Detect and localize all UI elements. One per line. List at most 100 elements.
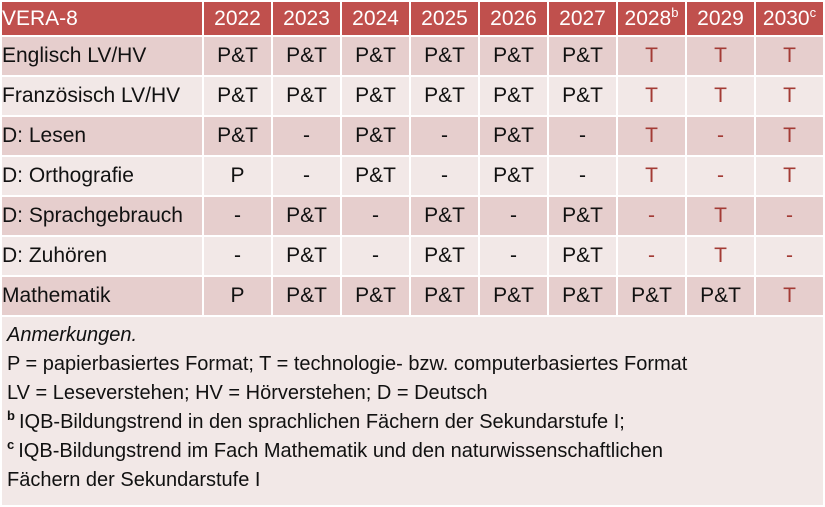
note-line: c IQB-Bildungstrend im Fach Mathematik un… [7,437,823,495]
format-cell: P&T [342,117,409,155]
format-cell: - [342,237,409,275]
vera8-schedule-table: VERA-8 2022 2023 2024 2025 2026 2027 2028b 2029… [2,2,823,315]
format-cell: T [687,37,754,75]
format-cell: - [687,157,754,195]
format-cell: P&T [411,237,478,275]
table-row: Französisch LV/HV P&T P&T P&T P&T P&T P&T T T T [2,77,823,115]
format-cell: P&T [342,157,409,195]
format-cell: P&T [273,277,340,315]
note-text: P = papierbasiertes Format; T = technolo… [7,353,688,375]
format-cell: T [687,197,754,235]
note-line: P = papierbasiertes Format; T = technolo… [7,350,823,379]
year-label: 2028 [624,6,672,30]
subject-label: D: Sprachgebrauch [2,197,202,235]
format-cell: P&T [342,37,409,75]
format-cell: - [411,117,478,155]
format-cell: P&T [204,77,271,115]
year-label: 2026 [490,6,537,30]
format-cell: - [756,197,823,235]
format-cell: - [687,117,754,155]
format-cell: P&T [411,277,478,315]
format-cell: T [756,77,823,115]
year-footnote-marker: c [809,4,817,20]
subject-label: D: Lesen [2,117,202,155]
table-row: D: Lesen P&T - P&T - P&T - T - T [2,117,823,155]
format-cell: - [204,197,271,235]
subject-label: Englisch LV/HV [2,37,202,75]
format-cell: P&T [480,77,547,115]
note-line: LV = Leseverstehen; HV = Hörverstehen; D… [7,379,823,408]
notes-heading: Anmerkungen. [7,324,138,346]
year-header: 2024 [342,2,409,35]
format-cell: P&T [411,197,478,235]
year-label: 2029 [697,6,744,30]
year-label: 2030 [762,6,810,30]
format-cell: P [204,277,271,315]
year-label: 2024 [352,6,399,30]
format-cell: - [618,237,685,275]
note-text: IQB-Bildungstrend im Fach Mathematik und… [7,440,663,491]
note-text: IQB-Bildungstrend in den sprachlichen Fä… [18,411,625,433]
year-header: 2029 [687,2,754,35]
table-row: Mathematik P P&T P&T P&T P&T P&T P&T P&T T [2,277,823,315]
year-label: 2027 [559,6,606,30]
format-cell: P&T [549,197,616,235]
format-cell: P&T [480,37,547,75]
table-header-row: VERA-8 2022 2023 2024 2025 2026 2027 2028b 2029… [2,2,823,35]
table-title: VERA-8 [2,2,202,35]
format-cell: P&T [549,277,616,315]
year-label: 2022 [214,6,261,30]
year-header: 2028b [618,2,685,35]
format-cell: P&T [411,37,478,75]
format-cell: - [342,197,409,235]
table-row: D: Orthografie P - P&T - P&T - T - T [2,157,823,195]
year-footnote-marker: b [671,4,679,20]
format-cell: T [618,117,685,155]
note-text: LV = Leseverstehen; HV = Hörverstehen; D… [7,382,488,404]
format-cell: - [549,117,616,155]
format-cell: T [756,277,823,315]
format-cell: T [618,77,685,115]
year-header: 2026 [480,2,547,35]
year-header: 2023 [273,2,340,35]
format-cell: P&T [273,197,340,235]
format-cell: P&T [480,117,547,155]
format-cell: P&T [549,37,616,75]
table-row: D: Zuhören - P&T - P&T - P&T - T - [2,237,823,275]
subject-label: Französisch LV/HV [2,77,202,115]
year-header: 2027 [549,2,616,35]
format-cell: - [273,117,340,155]
format-cell: P [204,157,271,195]
format-cell: - [480,237,547,275]
format-cell: P&T [204,37,271,75]
format-cell: P&T [480,157,547,195]
format-cell: - [549,157,616,195]
format-cell: P&T [273,37,340,75]
format-cell: P&T [204,117,271,155]
format-cell: - [273,157,340,195]
year-label: 2025 [421,6,468,30]
format-cell: P&T [273,237,340,275]
table-body: Englisch LV/HV P&T P&T P&T P&T P&T P&T T T T Franz… [2,37,823,315]
format-cell: P&T [549,237,616,275]
table-row: Englisch LV/HV P&T P&T P&T P&T P&T P&T T T T [2,37,823,75]
subject-label: D: Zuhören [2,237,202,275]
format-cell: P&T [549,77,616,115]
format-cell: T [756,157,823,195]
year-header: 2030c [756,2,823,35]
subject-label: D: Orthografie [2,157,202,195]
format-cell: - [411,157,478,195]
format-cell: P&T [618,277,685,315]
format-cell: - [756,237,823,275]
year-header: 2025 [411,2,478,35]
format-cell: T [618,37,685,75]
format-cell: - [618,197,685,235]
table-row: D: Sprachgebrauch - P&T - P&T - P&T - T - [2,197,823,235]
year-label: 2023 [283,6,330,30]
format-cell: T [687,237,754,275]
note-line: b IQB-Bildungstrend in den sprachlichen F… [7,408,823,437]
format-cell: T [618,157,685,195]
note-footnote-marker: c [7,437,15,453]
format-cell: P&T [480,277,547,315]
